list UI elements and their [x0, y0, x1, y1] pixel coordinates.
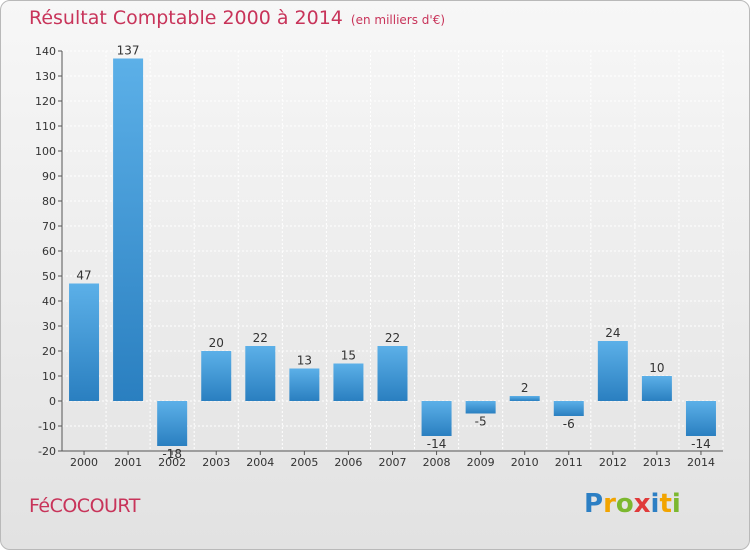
- x-tick-label: 2002: [158, 456, 186, 469]
- data-label: 13: [297, 354, 312, 368]
- y-tick-label: 30: [42, 320, 56, 333]
- bar: [597, 341, 628, 401]
- data-label: -18: [162, 447, 182, 461]
- x-tick-label: 2008: [423, 456, 451, 469]
- y-tick-label: 60: [42, 245, 56, 258]
- bar: [685, 401, 716, 436]
- proxiti-logo[interactable]: Proxiti: [584, 489, 681, 519]
- bar: [113, 58, 144, 401]
- y-tick-label: -20: [38, 445, 56, 458]
- data-label: 22: [385, 331, 400, 345]
- bar: [69, 283, 100, 401]
- data-label: 2: [521, 381, 529, 395]
- data-label: -14: [427, 437, 447, 451]
- x-tick-label: 2010: [511, 456, 539, 469]
- chart-title-text: Résultat Comptable 2000 à 2014: [29, 7, 343, 29]
- x-tick-label: 2005: [290, 456, 318, 469]
- logo-letter: o: [615, 489, 634, 519]
- data-label: -5: [475, 415, 487, 429]
- logo-letter: r: [603, 489, 616, 519]
- data-label: 137: [117, 44, 140, 58]
- y-tick-label: 10: [42, 370, 56, 383]
- bar: [377, 346, 408, 401]
- y-tick-label: 0: [49, 395, 56, 408]
- bar: [289, 368, 320, 401]
- bar: [245, 346, 276, 401]
- x-tick-label: 2012: [599, 456, 627, 469]
- x-tick-label: 2009: [467, 456, 495, 469]
- logo-letter: i: [671, 489, 681, 519]
- data-label: 47: [76, 269, 91, 283]
- x-tick-label: 2007: [379, 456, 407, 469]
- bar: [333, 363, 364, 401]
- y-tick-label: 140: [35, 45, 56, 58]
- data-label: -14: [691, 437, 711, 451]
- logo-letter: i: [650, 489, 660, 519]
- chart-title: Résultat Comptable 2000 à 2014 (en millie…: [29, 7, 445, 29]
- y-tick-label: 110: [35, 120, 56, 133]
- data-label: 15: [341, 349, 356, 363]
- commune-name: FéCOCOURT: [29, 495, 140, 517]
- bar: [157, 401, 188, 446]
- y-tick-label: 70: [42, 220, 56, 233]
- data-label: 20: [209, 336, 224, 350]
- bar: [509, 396, 540, 401]
- logo-letter: P: [584, 489, 604, 519]
- y-tick-label: 90: [42, 170, 56, 183]
- y-tick-label: 40: [42, 295, 56, 308]
- bar: [421, 401, 452, 436]
- x-tick-label: 2004: [246, 456, 274, 469]
- y-tick-label: 80: [42, 195, 56, 208]
- y-tick-label: 130: [35, 70, 56, 83]
- data-label: 24: [605, 326, 620, 340]
- logo-letter: t: [659, 489, 672, 519]
- data-label: 10: [649, 361, 664, 375]
- x-tick-label: 2001: [114, 456, 142, 469]
- y-tick-label: -10: [38, 420, 56, 433]
- bar: [553, 401, 584, 416]
- y-tick-label: 120: [35, 95, 56, 108]
- bar: [201, 351, 232, 401]
- bar: [641, 376, 672, 401]
- y-tick-label: 50: [42, 270, 56, 283]
- x-tick-label: 2006: [334, 456, 362, 469]
- x-tick-label: 2011: [555, 456, 583, 469]
- y-tick-label: 100: [35, 145, 56, 158]
- x-tick-label: 2013: [643, 456, 671, 469]
- logo-letter: x: [633, 489, 651, 519]
- x-tick-label: 2014: [687, 456, 715, 469]
- x-tick-label: 2000: [70, 456, 98, 469]
- x-tick-label: 2003: [202, 456, 230, 469]
- y-tick-label: 20: [42, 345, 56, 358]
- chart-unit-text: (en milliers d'€): [350, 13, 446, 27]
- bar: [465, 401, 496, 414]
- data-label: -6: [563, 417, 575, 431]
- data-label: 22: [253, 331, 268, 345]
